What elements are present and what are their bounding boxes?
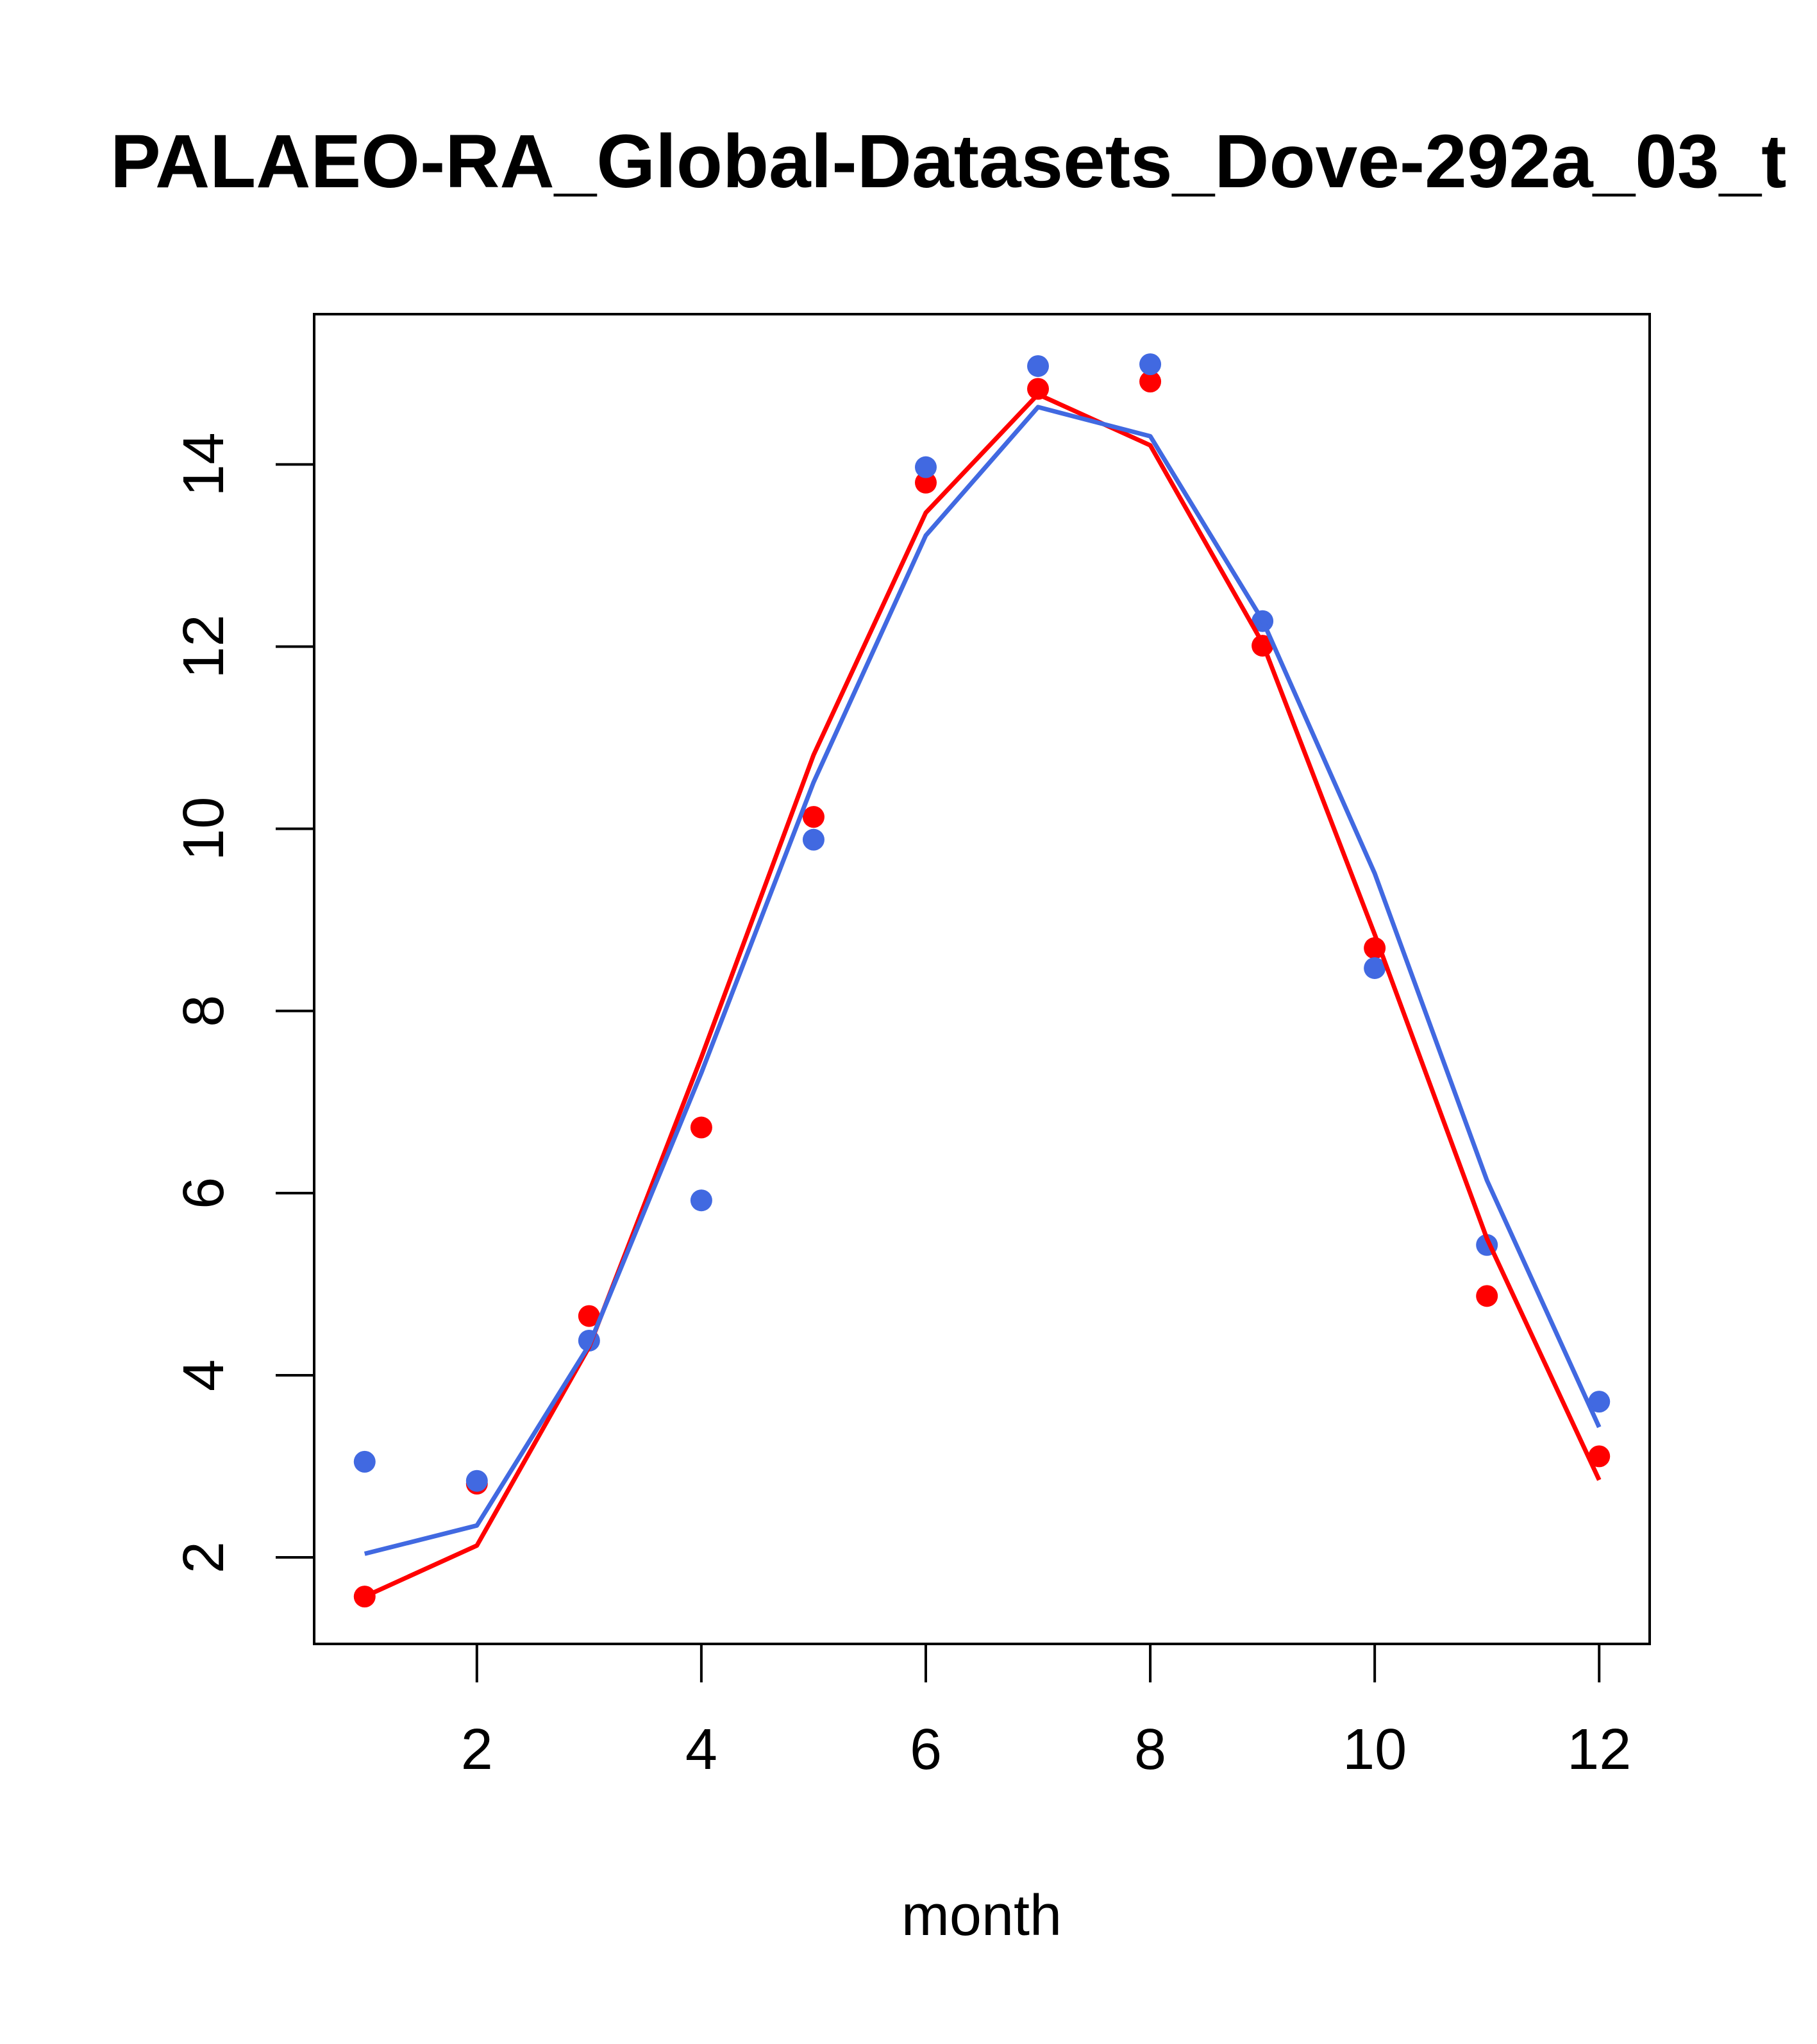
plot-area [353,353,1611,1608]
series-line [364,405,1602,1556]
data-point [1139,371,1162,393]
x-tick-label: 8 [1134,1718,1166,1782]
data-point [802,828,825,851]
y-tick-label: 2 [172,1541,236,1573]
y-tick-label: 6 [172,1177,236,1209]
y-tick-label: 8 [172,995,236,1027]
x-tick-label: 4 [685,1718,717,1782]
data-point [690,1116,712,1139]
series-line [364,392,1602,1599]
y-tick-label: 12 [172,614,236,678]
data-point [578,1305,600,1327]
y-tick-label: 14 [172,432,236,496]
data-point [1588,1445,1611,1468]
data-point [1476,1285,1498,1307]
x-tick-label: 12 [1567,1718,1631,1782]
chart-title: PALAEO-RA_Global-Datasets_Dove-292a_03_t [110,119,1786,204]
data-point [1139,353,1162,376]
data-point [465,1470,488,1492]
data-point [1364,957,1386,979]
x-tick-label: 10 [1343,1718,1407,1782]
y-tick-label: 10 [172,797,236,861]
x-axis-label: month [901,1884,1062,1948]
y-axis: 2 4 6 8 10 12 14 [172,432,315,1573]
y-tick-label: 4 [172,1359,236,1391]
data-point [1027,355,1050,377]
data-point [914,471,937,494]
data-point [1588,1391,1611,1413]
x-axis: 2 4 6 8 10 12 [461,1643,1631,1782]
data-point [353,1450,376,1473]
data-point [1027,378,1050,400]
data-point [690,1189,712,1212]
x-tick-label: 2 [461,1718,493,1782]
data-point [802,806,825,828]
plot-frame [313,313,1651,1645]
x-tick-label: 6 [910,1718,942,1782]
data-point [914,456,937,478]
